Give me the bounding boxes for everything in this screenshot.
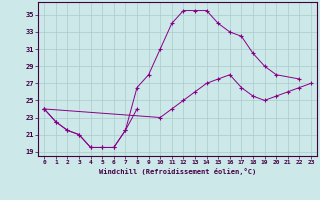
X-axis label: Windchill (Refroidissement éolien,°C): Windchill (Refroidissement éolien,°C) bbox=[99, 168, 256, 175]
